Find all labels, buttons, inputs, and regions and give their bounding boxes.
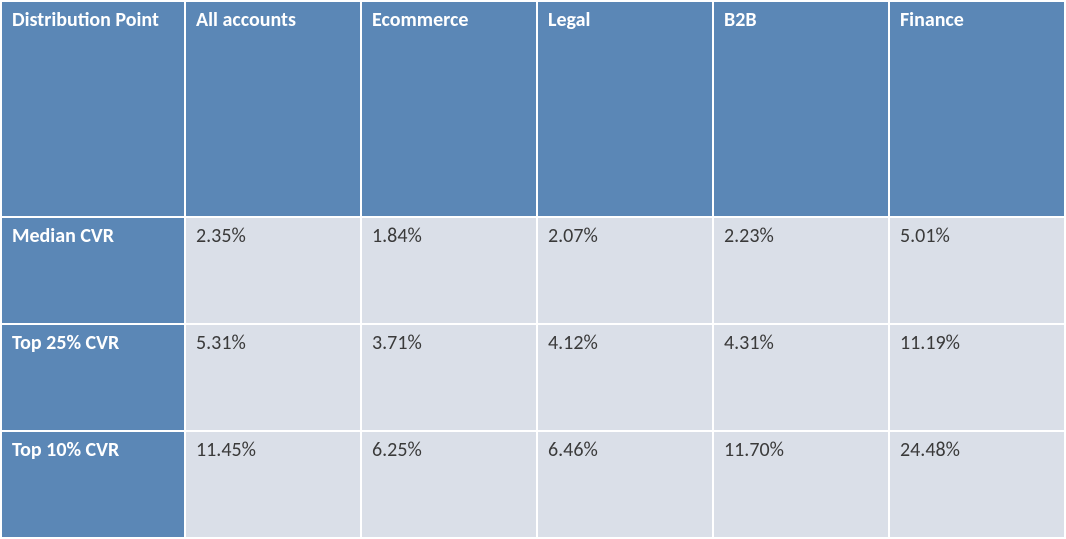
table-row: Top 25% CVR 5.31% 3.71% 4.12% 4.31% 11.1…: [1, 324, 1065, 431]
table-row: Median CVR 2.35% 1.84% 2.07% 2.23% 5.01%: [1, 217, 1065, 324]
cell: 6.25%: [361, 431, 537, 538]
row-header-top25-cvr: Top 25% CVR: [1, 324, 185, 431]
cell: 3.71%: [361, 324, 537, 431]
cvr-distribution-table: Distribution Point All accounts Ecommerc…: [0, 0, 1066, 539]
cell: 11.70%: [713, 431, 889, 538]
row-header-median-cvr: Median CVR: [1, 217, 185, 324]
cell: 4.31%: [713, 324, 889, 431]
cell: 2.23%: [713, 217, 889, 324]
cell: 1.84%: [361, 217, 537, 324]
cell: 11.45%: [185, 431, 361, 538]
table-row: Top 10% CVR 11.45% 6.25% 6.46% 11.70% 24…: [1, 431, 1065, 538]
col-header-legal: Legal: [537, 1, 713, 217]
col-header-finance: Finance: [889, 1, 1065, 217]
cell: 6.46%: [537, 431, 713, 538]
col-header-distribution-point: Distribution Point: [1, 1, 185, 217]
cell: 11.19%: [889, 324, 1065, 431]
cell: 2.35%: [185, 217, 361, 324]
cell: 4.12%: [537, 324, 713, 431]
col-header-ecommerce: Ecommerce: [361, 1, 537, 217]
cell: 24.48%: [889, 431, 1065, 538]
cell: 5.31%: [185, 324, 361, 431]
cell: 2.07%: [537, 217, 713, 324]
table-header-row: Distribution Point All accounts Ecommerc…: [1, 1, 1065, 217]
col-header-b2b: B2B: [713, 1, 889, 217]
row-header-top10-cvr: Top 10% CVR: [1, 431, 185, 538]
col-header-all-accounts: All accounts: [185, 1, 361, 217]
cell: 5.01%: [889, 217, 1065, 324]
